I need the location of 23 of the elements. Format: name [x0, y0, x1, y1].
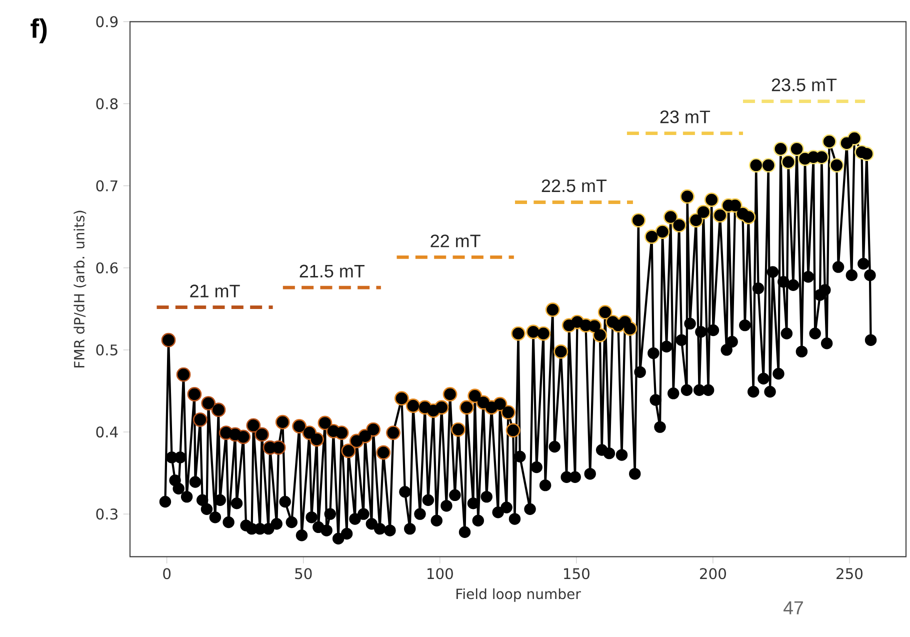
- text: 47: [784, 601, 803, 614]
- x-tick-label: 100: [428, 568, 453, 580]
- y-tick-label: 0.9: [96, 16, 118, 28]
- x-tick-label: 50: [295, 568, 312, 580]
- series-label: 23 mT: [660, 110, 710, 124]
- y-tick-label: 0.6: [96, 262, 118, 274]
- y-axis-title: FMR dP/dH (arb. units): [74, 210, 86, 368]
- x-axis-title: Field loop number: [456, 588, 581, 602]
- text: f): [30, 18, 47, 44]
- y-tick-label: 0.3: [96, 508, 118, 520]
- y-tick-label: 0.5: [96, 344, 118, 356]
- x-tick-label: 200: [700, 568, 726, 580]
- series-label: 21 mT: [190, 284, 240, 298]
- series-label: 22 mT: [430, 234, 480, 248]
- x-tick-label: 0: [163, 568, 171, 580]
- x-tick-label: 150: [564, 568, 590, 580]
- series-label: 22.5 mT: [542, 179, 607, 192]
- y-tick-label: 0.4: [96, 426, 118, 438]
- y-tick-label: 0.8: [96, 98, 118, 110]
- series-label: 23.5 mT: [772, 78, 837, 92]
- series-label: 21.5 mT: [300, 264, 364, 278]
- x-tick-label: 250: [836, 568, 862, 580]
- y-tick-label: 0.7: [96, 180, 118, 192]
